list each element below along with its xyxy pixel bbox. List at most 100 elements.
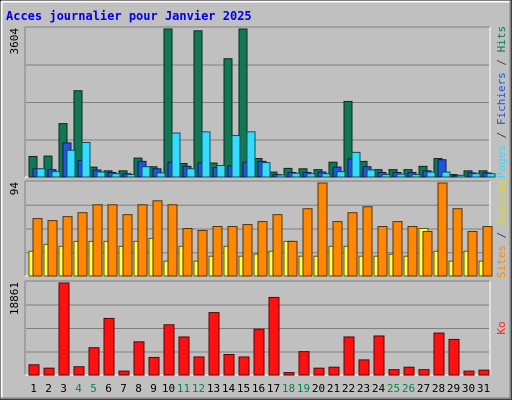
- x-tick-label-day-11: 11: [177, 382, 190, 395]
- bar-ko-ko-day-25: [388, 369, 400, 376]
- bar-ko-ko-day-28: [433, 332, 445, 376]
- bar-pages-fichiers-hits-pages-day-17: [276, 174, 286, 178]
- bar-pages-fichiers-hits-pages-day-16: [261, 162, 271, 178]
- axis-title-part: Pages: [495, 145, 508, 178]
- bar-pages-fichiers-hits-pages-day-14: [231, 135, 241, 178]
- y-max-label-pages-fichiers-hits: 3604: [8, 28, 21, 55]
- bar-pages-fichiers-hits-pages-day-29: [456, 174, 466, 178]
- bar-ko-ko-day-31: [478, 369, 490, 376]
- bar-pages-fichiers-hits-pages-day-23: [366, 169, 376, 178]
- bar-sites-visites-sites-day-5: [92, 204, 103, 277]
- x-tick-label-day-1: 1: [30, 382, 37, 395]
- bar-ko-ko-day-6: [103, 317, 115, 376]
- bar-ko-ko-day-29: [448, 338, 460, 376]
- bar-sites-visites-sites-day-15: [242, 224, 253, 277]
- bar-ko-ko-day-3: [58, 282, 70, 376]
- axis-title-part: /: [495, 52, 508, 72]
- bar-sites-visites-sites-day-8: [137, 204, 148, 277]
- bar-ko-ko-day-7: [118, 370, 130, 376]
- bar-ko-ko-day-19: [298, 351, 310, 376]
- bar-sites-visites-sites-day-7: [122, 214, 133, 277]
- x-tick-label-day-17: 17: [267, 382, 280, 395]
- bar-ko-ko-day-16: [253, 328, 265, 376]
- bar-pages-fichiers-hits-pages-day-2: [51, 171, 61, 178]
- bar-sites-visites-sites-day-21: [332, 221, 343, 277]
- bar-ko-ko-day-22: [343, 336, 355, 376]
- bar-ko-ko-day-9: [148, 356, 160, 376]
- bar-sites-visites-sites-day-27: [422, 230, 433, 277]
- x-tick-label-day-7: 7: [120, 382, 127, 395]
- axis-title-part: /: [495, 225, 508, 245]
- bar-ko-ko-day-14: [223, 354, 235, 376]
- x-tick-label-day-4: 4: [75, 382, 82, 395]
- chart-title: Acces journalier pour Janvier 2025: [6, 9, 252, 23]
- bar-pages-fichiers-hits-pages-day-26: [411, 174, 421, 178]
- axis-title-part: Fichiers: [495, 72, 508, 125]
- bar-sites-visites-sites-day-3: [62, 216, 73, 277]
- x-tick-label-day-15: 15: [237, 382, 250, 395]
- bar-pages-fichiers-hits-pages-day-19: [306, 173, 316, 178]
- bar-sites-visites-sites-day-13: [212, 226, 223, 277]
- bar-pages-fichiers-hits-pages-day-13: [216, 165, 226, 178]
- bar-ko-ko-day-26: [403, 366, 415, 376]
- bar-ko-ko-day-15: [238, 356, 250, 376]
- bar-sites-visites-sites-day-22: [347, 212, 358, 277]
- bar-ko-ko-day-23: [358, 359, 370, 376]
- x-tick-label-day-29: 29: [447, 382, 460, 395]
- bar-pages-fichiers-hits-pages-day-12: [201, 131, 211, 178]
- bar-ko-ko-day-1: [28, 364, 40, 376]
- bar-ko-ko-day-20: [313, 367, 325, 376]
- bar-ko-ko-day-13: [208, 312, 220, 376]
- bar-sites-visites-sites-day-24: [377, 226, 388, 277]
- bar-ko-ko-day-8: [133, 341, 145, 376]
- bar-pages-fichiers-hits-hits-day-14: [223, 58, 233, 178]
- x-tick-label-day-27: 27: [417, 382, 430, 395]
- bar-pages-fichiers-hits-pages-day-25: [396, 173, 406, 178]
- bar-pages-fichiers-hits-pages-day-31: [486, 173, 496, 178]
- x-tick-label-day-31: 31: [477, 382, 490, 395]
- bar-pages-fichiers-hits-pages-day-9: [156, 172, 166, 178]
- x-tick-label-day-8: 8: [135, 382, 142, 395]
- bar-sites-visites-sites-day-20: [317, 182, 328, 277]
- bar-pages-fichiers-hits-pages-day-6: [111, 173, 121, 178]
- x-tick-label-day-21: 21: [327, 382, 340, 395]
- x-axis-labels: 1 2 3 4 5 6 7 8 9 10 11 12 13 14 15 16 17 18 19 20 21 22 23 24 2…: [30, 382, 490, 395]
- bar-sites-visites-sites-day-4: [77, 212, 88, 277]
- bar-pages-fichiers-hits-pages-day-8: [141, 166, 151, 178]
- bar-pages-fichiers-hits-pages-day-4: [81, 142, 91, 178]
- bar-sites-visites-sites-day-28: [437, 182, 448, 277]
- bar-pages-fichiers-hits-hits-day-10: [163, 28, 173, 178]
- axis-title-ko: Ko: [495, 321, 508, 334]
- bar-ko-ko-day-10: [163, 324, 175, 376]
- axis-title-sites-visites: Sites / Visites: [495, 179, 508, 278]
- bar-ko-ko-day-21: [328, 366, 340, 376]
- y-max-label-sites-visites: 94: [8, 182, 21, 196]
- bar-pages-fichiers-hits-pages-day-21: [336, 171, 346, 178]
- bar-pages-fichiers-hits-pages-day-28: [441, 171, 451, 178]
- x-tick-label-day-13: 13: [207, 382, 220, 395]
- bar-pages-fichiers-hits-pages-day-18: [291, 172, 301, 178]
- bar-sites-visites-sites-day-26: [407, 226, 418, 277]
- x-tick-label-day-23: 23: [357, 382, 370, 395]
- bar-pages-fichiers-hits-pages-day-1: [36, 168, 46, 178]
- bar-sites-visites-sites-day-18: [287, 240, 298, 277]
- x-tick-label-day-3: 3: [60, 382, 67, 395]
- bar-sites-visites-sites-day-19: [302, 208, 313, 277]
- bar-sites-visites-sites-day-12: [197, 229, 208, 277]
- bar-sites-visites-sites-day-30: [467, 230, 478, 277]
- bar-sites-visites-sites-day-10: [167, 204, 178, 277]
- x-tick-label-day-26: 26: [402, 382, 415, 395]
- bar-sites-visites-sites-day-31: [482, 226, 493, 277]
- bar-ko-ko-day-2: [43, 367, 55, 376]
- bar-pages-fichiers-hits-pages-day-27: [426, 171, 436, 178]
- axis-title-pages-fichiers-hits: Pages / Fichiers / Hits: [495, 26, 508, 178]
- x-tick-label-day-19: 19: [297, 382, 310, 395]
- axis-title-part: /: [495, 125, 508, 145]
- chart-panels: 3604 Pages / Fichiers / Hits 94 Sites / Vis…: [8, 26, 508, 376]
- bar-pages-fichiers-hits-pages-day-10: [171, 132, 181, 178]
- x-tick-label-day-28: 28: [432, 382, 445, 395]
- axis-title-part: Ko: [495, 321, 508, 334]
- bar-pages-fichiers-hits-pages-day-3: [66, 149, 76, 178]
